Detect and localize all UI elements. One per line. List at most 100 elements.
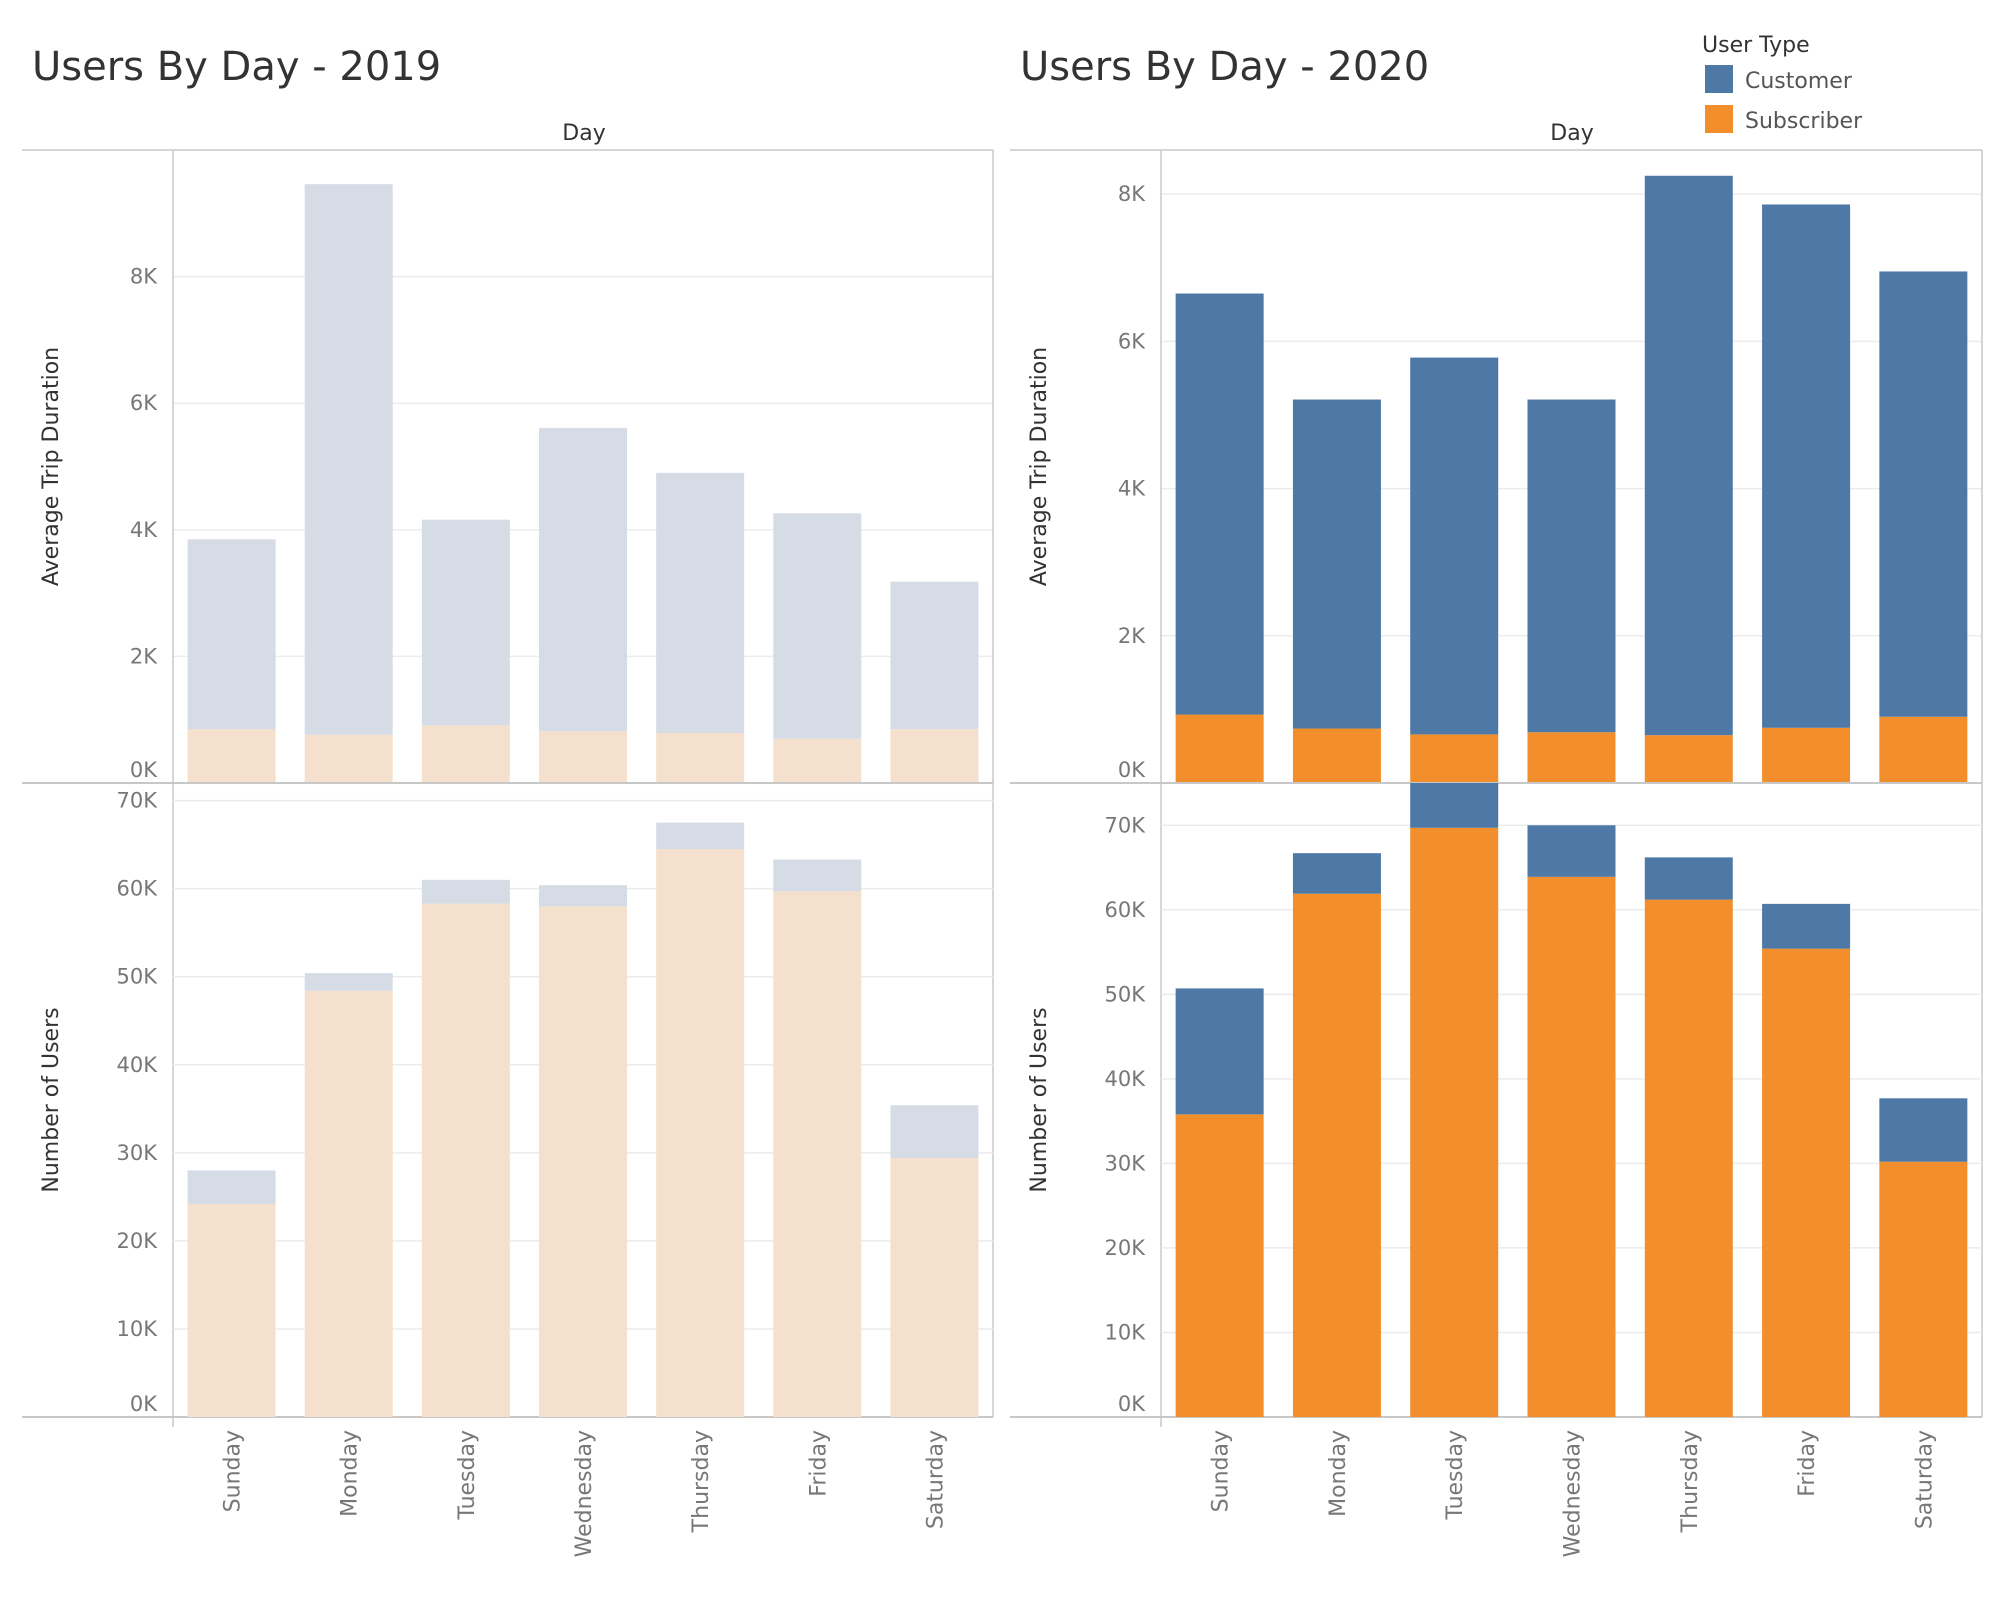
chart-title-2020: Users By Day - 2020	[1020, 44, 1429, 90]
y-tick-label: 20K	[1105, 1236, 1147, 1260]
bar-customer-saturday[interactable]	[1879, 1098, 1968, 1162]
y-tick-label: 0K	[1118, 1392, 1146, 1416]
category-label-tuesday: Tuesday	[1443, 1430, 1468, 1521]
bar-subscriber-thursday[interactable]	[656, 849, 745, 1417]
category-label-wednesday: Wednesday	[1561, 1430, 1586, 1557]
y-axis-title: Number of Users	[1027, 1007, 1052, 1192]
bar-customer-thursday[interactable]	[1644, 175, 1733, 736]
bar-customer-sunday[interactable]	[1175, 293, 1264, 715]
bar-subscriber-saturday[interactable]	[1879, 716, 1968, 783]
bar-subscriber-wednesday[interactable]	[539, 731, 627, 783]
y-tick-label: 6K	[1118, 329, 1146, 353]
y-tick-label: 70K	[1105, 813, 1147, 837]
bar-subscriber-saturday[interactable]	[1879, 1161, 1968, 1417]
category-axes: Sunday Monday Tuesday Wednesday Thursday Frid…	[221, 1430, 1938, 1557]
legend-swatch-customer[interactable]	[1705, 65, 1733, 93]
y-tick-label: 40K	[117, 1053, 159, 1077]
bar-customer-saturday[interactable]	[890, 581, 979, 730]
bar-customer-thursday[interactable]	[656, 472, 745, 733]
legend-label-customer[interactable]: Customer	[1745, 69, 1853, 94]
bar-customer-monday[interactable]	[304, 973, 393, 991]
y-tick-label: 2K	[1118, 624, 1146, 648]
bar-customer-saturday[interactable]	[1879, 271, 1968, 717]
category-label-thursday: Thursday	[1678, 1430, 1703, 1533]
bar-customer-wednesday[interactable]	[539, 885, 627, 907]
bar-subscriber-monday[interactable]	[1292, 893, 1381, 1417]
bar-customer-tuesday[interactable]	[1410, 357, 1499, 735]
bar-subscriber-friday[interactable]	[773, 738, 862, 783]
bar-subscriber-monday[interactable]	[304, 734, 393, 783]
chart-2019-number-of-users-panel: 0K 10K 20K 30K 40K 50K 60K 70K Number of Users	[39, 789, 993, 1417]
legend-label-subscriber[interactable]: Subscriber	[1745, 109, 1863, 134]
bar-subscriber-wednesday[interactable]	[1527, 732, 1616, 783]
category-label-sunday: Sunday	[221, 1430, 246, 1512]
bar-customer-thursday[interactable]	[656, 822, 745, 850]
bar-subscriber-thursday[interactable]	[656, 732, 745, 783]
bar-customer-monday[interactable]	[1292, 399, 1381, 729]
y-tick-label: 8K	[1118, 182, 1146, 206]
legend-swatch-subscriber[interactable]	[1705, 105, 1733, 133]
bar-customer-saturday[interactable]	[890, 1105, 979, 1159]
bar-subscriber-wednesday[interactable]	[539, 906, 627, 1417]
y-axis-title: Average Trip Duration	[1027, 347, 1052, 586]
y-tick-label: 30K	[117, 1141, 159, 1165]
y-tick-label: 4K	[130, 518, 158, 542]
bar-customer-friday[interactable]	[1762, 204, 1851, 728]
y-tick-label: 2K	[130, 644, 158, 668]
bar-subscriber-monday[interactable]	[1292, 728, 1381, 783]
category-label-monday: Monday	[1326, 1430, 1351, 1517]
category-label-tuesday: Tuesday	[455, 1430, 480, 1521]
y-tick-label: 6K	[130, 391, 158, 415]
bar-subscriber-thursday[interactable]	[1644, 899, 1733, 1417]
bar-subscriber-tuesday[interactable]	[421, 725, 510, 783]
bar-customer-monday[interactable]	[304, 184, 393, 735]
column-header-2020: Day	[1550, 121, 1593, 146]
bar-subscriber-sunday[interactable]	[187, 729, 276, 783]
category-label-friday: Friday	[1795, 1430, 1820, 1497]
y-tick-label: 70K	[117, 789, 159, 813]
bar-subscriber-friday[interactable]	[1762, 727, 1851, 783]
category-label-friday: Friday	[806, 1430, 831, 1497]
bar-customer-friday[interactable]	[1762, 903, 1851, 949]
bar-subscriber-saturday[interactable]	[890, 1158, 979, 1417]
bar-customer-friday[interactable]	[773, 513, 862, 739]
bar-subscriber-tuesday[interactable]	[1410, 734, 1499, 783]
bar-subscriber-sunday[interactable]	[1175, 1114, 1264, 1417]
y-axis-title: Number of Users	[39, 1007, 64, 1192]
bar-subscriber-saturday[interactable]	[890, 729, 979, 783]
y-tick-label: 50K	[1105, 982, 1147, 1006]
bar-subscriber-monday[interactable]	[304, 990, 393, 1417]
chart-2020-number-of-users-panel: 0K 10K 20K 30K 40K 50K 60K 70K Number of Users	[1027, 783, 1982, 1417]
bar-customer-wednesday[interactable]	[539, 427, 627, 732]
bar-subscriber-friday[interactable]	[773, 891, 862, 1417]
column-header-2019: Day	[562, 121, 605, 146]
bar-customer-monday[interactable]	[1292, 853, 1381, 894]
y-tick-label: 0K	[130, 758, 158, 782]
bar-subscriber-sunday[interactable]	[187, 1203, 276, 1417]
bar-customer-wednesday[interactable]	[1527, 399, 1616, 733]
y-tick-label: 50K	[117, 965, 159, 989]
bar-subscriber-tuesday[interactable]	[421, 903, 510, 1417]
bar-subscriber-friday[interactable]	[1762, 948, 1851, 1417]
bar-subscriber-thursday[interactable]	[1644, 735, 1733, 783]
bar-customer-tuesday[interactable]	[421, 519, 510, 726]
bar-customer-sunday[interactable]	[1175, 988, 1264, 1115]
legend-title: User Type	[1702, 33, 1810, 58]
category-label-monday: Monday	[338, 1430, 363, 1517]
bar-customer-tuesday[interactable]	[421, 879, 510, 904]
bar-customer-wednesday[interactable]	[1527, 825, 1616, 877]
y-tick-label: 10K	[1105, 1320, 1147, 1344]
bar-customer-friday[interactable]	[773, 859, 862, 892]
legend[interactable]: User Type Customer Subscriber	[1702, 33, 1863, 134]
y-axis-title: Average Trip Duration	[39, 347, 64, 586]
bar-customer-sunday[interactable]	[187, 1170, 276, 1204]
y-tick-label: 0K	[130, 1392, 158, 1416]
bar-customer-thursday[interactable]	[1644, 857, 1733, 900]
bar-subscriber-tuesday[interactable]	[1410, 827, 1499, 1417]
bar-subscriber-wednesday[interactable]	[1527, 876, 1616, 1417]
bar-subscriber-sunday[interactable]	[1175, 714, 1264, 783]
bar-customer-sunday[interactable]	[187, 539, 276, 730]
bar-customer-tuesday[interactable]	[1410, 783, 1499, 828]
chart-2019-avg-trip-duration-panel: 0K 2K 4K 6K 8K Average Trip Duration	[22, 149, 994, 1427]
y-tick-label: 4K	[1118, 477, 1146, 501]
